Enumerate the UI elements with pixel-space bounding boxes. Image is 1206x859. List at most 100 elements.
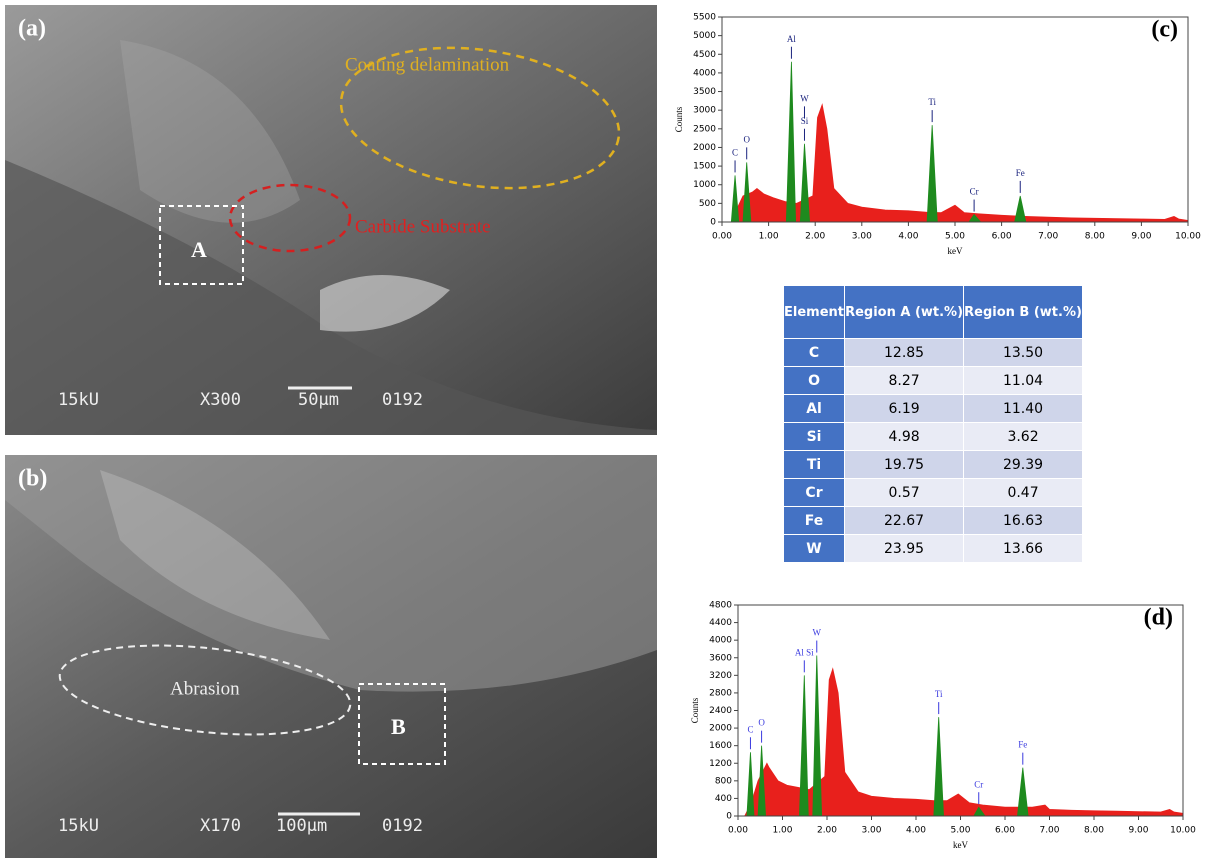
peak-label: O bbox=[758, 718, 765, 728]
element-cell: W bbox=[784, 535, 845, 563]
y-tick-label: 0 bbox=[726, 812, 732, 822]
image-label: Coating delamination bbox=[345, 54, 510, 75]
table-header: Element Region A (wt.%) Region B (wt.%) bbox=[784, 286, 1083, 339]
panel-label: (d) bbox=[1144, 605, 1173, 631]
image-label: Carbide Substrate bbox=[355, 216, 491, 237]
y-axis-label: Counts bbox=[674, 106, 684, 132]
y-tick-label: 4500 bbox=[693, 50, 716, 60]
value-cell: 23.95 bbox=[845, 535, 964, 563]
x-tick-label: 3.00 bbox=[852, 232, 872, 242]
value-cell: 22.67 bbox=[845, 507, 964, 535]
spectrum-chart: 0500100015002000250030003500400045005000… bbox=[674, 13, 1201, 257]
panel-label: (c) bbox=[1151, 17, 1178, 43]
sem-scale: 100µm bbox=[276, 816, 327, 836]
element-cell: Cr bbox=[784, 479, 845, 507]
sem-magnification: X300 bbox=[200, 390, 241, 410]
peak-label: Al bbox=[787, 34, 796, 44]
x-tick-label: 10.00 bbox=[1175, 232, 1201, 242]
peak-label: Cr bbox=[974, 779, 983, 789]
peak-label: Cr bbox=[970, 187, 979, 197]
y-tick-label: 4000 bbox=[693, 68, 716, 78]
peak-label: C bbox=[732, 147, 738, 157]
y-tick-label: 2500 bbox=[693, 124, 716, 134]
value-cell: 3.62 bbox=[964, 423, 1083, 451]
value-cell: 16.63 bbox=[964, 507, 1083, 535]
x-tick-label: 4.00 bbox=[898, 232, 918, 242]
sem-voltage: 15kU bbox=[58, 390, 99, 410]
value-cell: 13.50 bbox=[964, 339, 1083, 367]
peak-label: Ti bbox=[928, 97, 936, 107]
sem-image-a: (a) Coating delamination Carbide Substra… bbox=[5, 5, 657, 435]
figure: (a) Coating delamination Carbide Substra… bbox=[0, 0, 1206, 859]
x-tick-label: 4.00 bbox=[906, 826, 926, 836]
sem-magnification: X170 bbox=[200, 816, 241, 836]
y-tick-label: 3200 bbox=[709, 671, 732, 681]
x-tick-label: 10.00 bbox=[1170, 826, 1196, 836]
header-cell: Region B (wt.%) bbox=[964, 286, 1083, 339]
value-cell: 6.19 bbox=[845, 395, 964, 423]
value-cell: 0.57 bbox=[845, 479, 964, 507]
x-tick-label: 3.00 bbox=[861, 826, 881, 836]
x-tick-label: 7.00 bbox=[1039, 826, 1059, 836]
element-cell: Si bbox=[784, 423, 845, 451]
peak-label: Fe bbox=[1018, 740, 1027, 750]
value-cell: 0.47 bbox=[964, 479, 1083, 507]
value-cell: 4.98 bbox=[845, 423, 964, 451]
spectrum-area bbox=[745, 669, 1183, 816]
y-tick-label: 5000 bbox=[693, 31, 716, 41]
y-tick-label: 5500 bbox=[693, 13, 716, 23]
peak-label: W bbox=[800, 93, 809, 103]
x-tick-label: 8.00 bbox=[1084, 826, 1104, 836]
value-cell: 11.40 bbox=[964, 395, 1083, 423]
header-cell: Element bbox=[784, 286, 845, 339]
x-tick-label: 5.00 bbox=[945, 232, 965, 242]
y-tick-label: 4400 bbox=[709, 618, 732, 628]
x-tick-label: 7.00 bbox=[1038, 232, 1058, 242]
x-tick-label: 1.00 bbox=[772, 826, 792, 836]
peak-label: W bbox=[813, 628, 822, 638]
x-tick-label: 0.00 bbox=[712, 232, 732, 242]
peak-label: Fe bbox=[1016, 168, 1025, 178]
value-cell: 12.85 bbox=[845, 339, 964, 367]
sem-code: 0192 bbox=[382, 816, 423, 836]
y-tick-label: 3000 bbox=[693, 106, 716, 116]
element-cell: Ti bbox=[784, 451, 845, 479]
x-tick-label: 5.00 bbox=[950, 826, 970, 836]
y-tick-label: 1500 bbox=[693, 162, 716, 172]
spectrum-area bbox=[731, 62, 1026, 222]
peak-label: Al Si bbox=[795, 647, 814, 657]
value-cell: 11.04 bbox=[964, 367, 1083, 395]
composition-table: Element Region A (wt.%) Region B (wt.%) … bbox=[783, 285, 1083, 563]
value-cell: 19.75 bbox=[845, 451, 964, 479]
y-tick-label: 1000 bbox=[693, 180, 716, 190]
y-tick-label: 2400 bbox=[709, 706, 732, 716]
image-label: Abrasion bbox=[170, 678, 240, 699]
y-tick-label: 4800 bbox=[709, 601, 732, 611]
peak-label: C bbox=[747, 724, 753, 734]
y-tick-label: 400 bbox=[715, 794, 732, 804]
value-cell: 8.27 bbox=[845, 367, 964, 395]
value-cell: 13.66 bbox=[964, 535, 1083, 563]
x-axis-label: keV bbox=[948, 246, 963, 256]
value-cell: 29.39 bbox=[964, 451, 1083, 479]
sem-code: 0192 bbox=[382, 390, 423, 410]
y-axis-label: Counts bbox=[690, 697, 700, 723]
element-cell: C bbox=[784, 339, 845, 367]
y-tick-label: 4000 bbox=[709, 636, 732, 646]
x-tick-label: 8.00 bbox=[1085, 232, 1105, 242]
panel-label: (a) bbox=[18, 16, 46, 42]
x-tick-label: 0.00 bbox=[728, 826, 748, 836]
x-tick-label: 1.00 bbox=[759, 232, 779, 242]
element-cell: Fe bbox=[784, 507, 845, 535]
sem-image-b: (b) Abrasion B 15kU X170 100µm 0192 bbox=[5, 455, 657, 858]
peak-label: Si bbox=[801, 116, 809, 126]
x-tick-label: 6.00 bbox=[995, 826, 1015, 836]
element-cell: O bbox=[784, 367, 845, 395]
x-tick-label: 6.00 bbox=[992, 232, 1012, 242]
sem-scale: 50µm bbox=[298, 390, 339, 410]
